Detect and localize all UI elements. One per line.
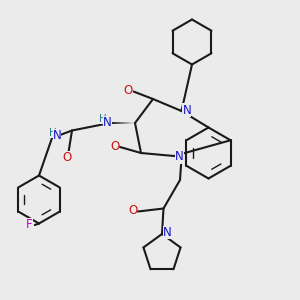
Text: O: O xyxy=(62,151,71,164)
Text: O: O xyxy=(124,84,133,97)
Text: N: N xyxy=(175,150,184,164)
Text: O: O xyxy=(110,140,119,153)
Polygon shape xyxy=(99,122,135,124)
Text: N: N xyxy=(182,103,191,117)
Text: N: N xyxy=(103,116,112,129)
Text: F: F xyxy=(26,218,33,232)
Text: H: H xyxy=(99,114,106,124)
Text: N: N xyxy=(52,129,62,142)
Text: O: O xyxy=(128,204,137,217)
Text: N: N xyxy=(163,226,172,239)
Text: H: H xyxy=(49,128,57,138)
